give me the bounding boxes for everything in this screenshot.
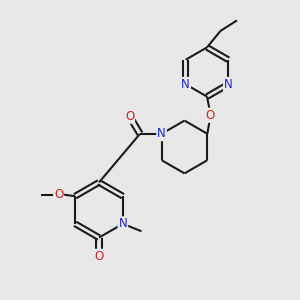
- Text: O: O: [54, 188, 63, 201]
- Text: O: O: [206, 109, 214, 122]
- Text: O: O: [94, 250, 103, 263]
- Text: N: N: [224, 78, 233, 91]
- Text: N: N: [157, 127, 166, 140]
- Text: N: N: [181, 78, 190, 91]
- Text: N: N: [118, 217, 127, 230]
- Text: O: O: [206, 109, 214, 122]
- Text: O: O: [125, 110, 134, 123]
